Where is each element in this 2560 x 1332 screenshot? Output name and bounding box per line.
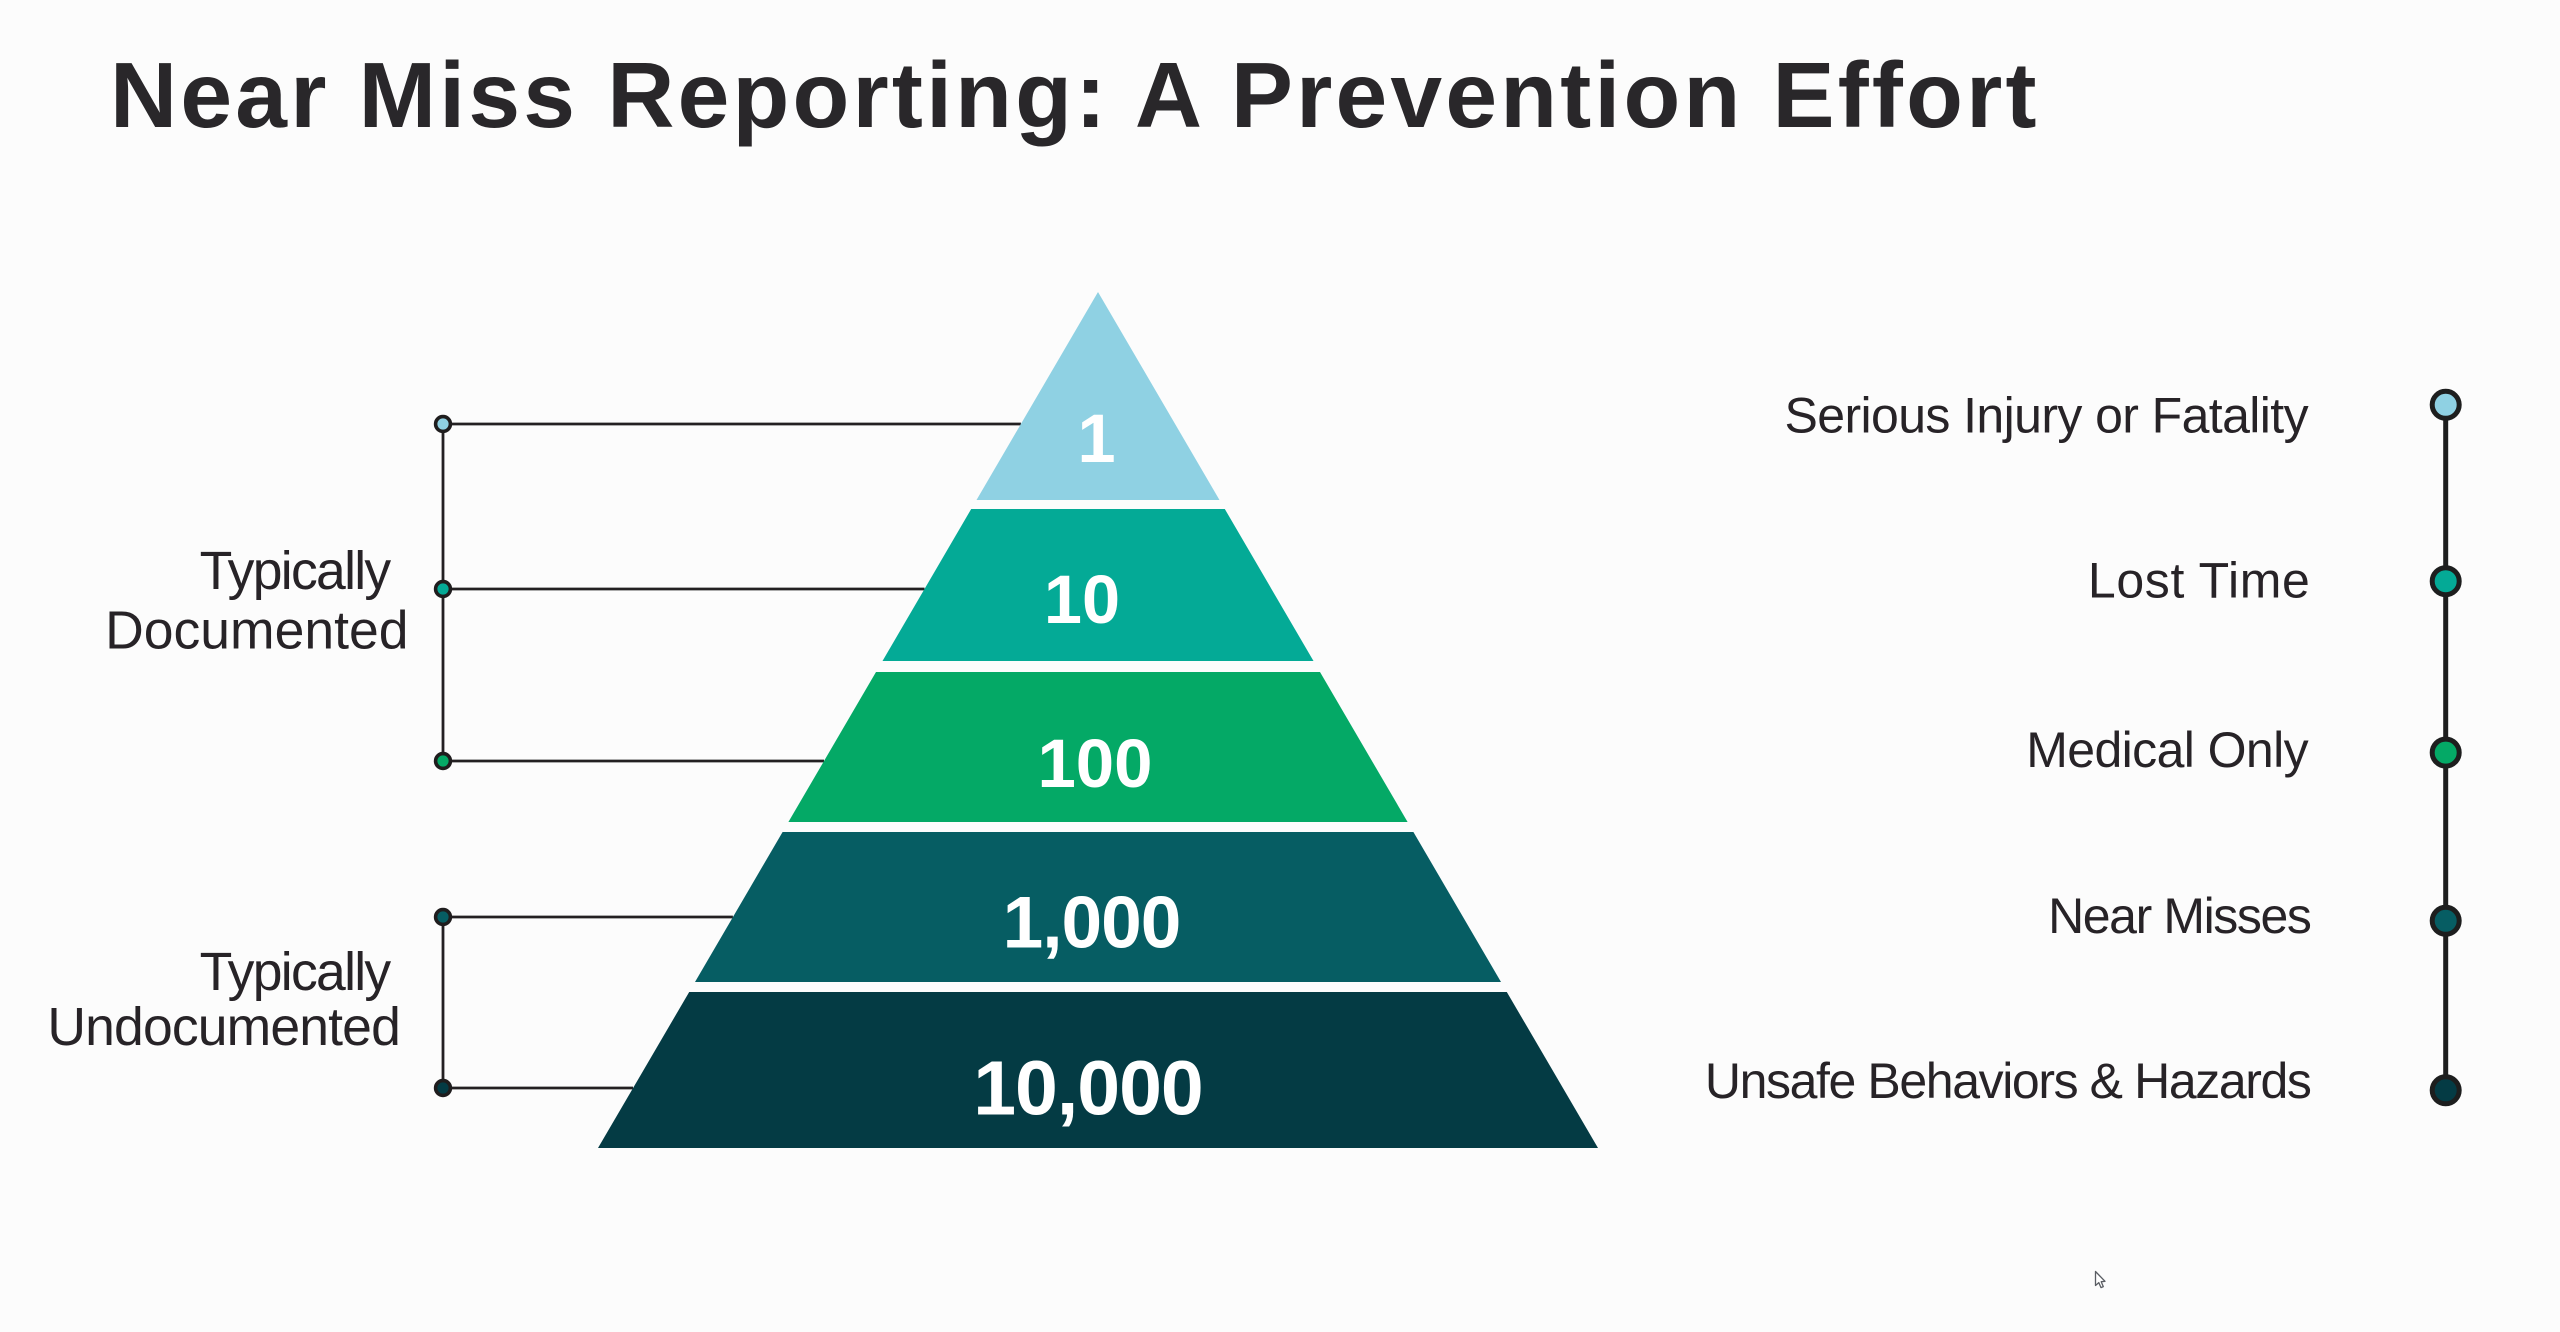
svg-text:1,000: 1,000 bbox=[1003, 883, 1181, 964]
svg-text:10,000: 10,000 bbox=[973, 1046, 1203, 1132]
svg-text:Serious Injury or Fatality: Serious Injury or Fatality bbox=[1785, 388, 2309, 444]
svg-text:Near Miss Reporting: A Prevent: Near Miss Reporting: A Prevention Effort bbox=[110, 43, 2040, 147]
svg-text:Typically: Typically bbox=[200, 943, 392, 1002]
svg-text:10: 10 bbox=[1044, 561, 1120, 638]
svg-text:Typically: Typically bbox=[200, 542, 392, 601]
svg-text:Documented: Documented bbox=[105, 602, 408, 661]
svg-text:100: 100 bbox=[1037, 725, 1152, 802]
svg-text:Near Misses: Near Misses bbox=[2048, 888, 2311, 944]
svg-text:Undocumented: Undocumented bbox=[47, 998, 400, 1057]
svg-text:Lost Time: Lost Time bbox=[2088, 553, 2311, 609]
svg-text:Medical Only: Medical Only bbox=[2026, 722, 2308, 778]
svg-text:Unsafe Behaviors & Hazards: Unsafe Behaviors & Hazards bbox=[1705, 1053, 2311, 1109]
svg-text:1: 1 bbox=[1077, 400, 1115, 477]
